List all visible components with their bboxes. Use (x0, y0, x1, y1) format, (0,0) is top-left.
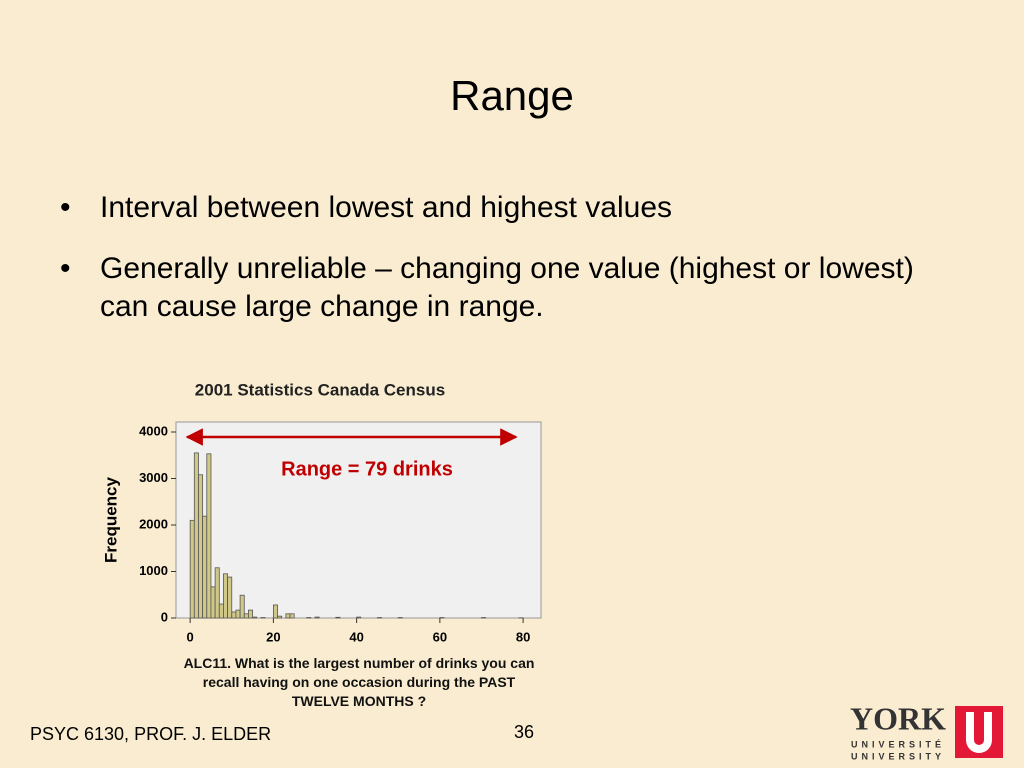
logo-line: UNIVERSITY (851, 751, 945, 761)
bar (206, 453, 212, 619)
bar (289, 613, 295, 619)
bar (335, 616, 341, 619)
page-number: 36 (514, 722, 535, 742)
bullet: Generally unreliable – changing one valu… (60, 250, 930, 326)
bar (202, 515, 208, 619)
x-axis-label: ALC11. What is the largest number of dri… (183, 655, 535, 709)
bar (193, 452, 199, 619)
y-tick-label: 0 (161, 609, 168, 624)
x-tick-label: 60 (433, 629, 447, 644)
x-tick-label: 40 (349, 629, 363, 644)
y-tick-label: 4000 (139, 423, 168, 438)
bar (223, 573, 229, 619)
bar (243, 613, 249, 619)
x-tick-label: 80 (516, 629, 530, 644)
bar (231, 611, 237, 619)
bar (235, 609, 241, 619)
bar (189, 519, 195, 619)
logo-line: UNIVERSITÉ (851, 739, 945, 749)
bar (277, 615, 283, 619)
y-tick-label: 1000 (139, 563, 168, 578)
y-tick-label: 3000 (139, 470, 168, 485)
footer: PSYC 6130, PROF. J. ELDER (30, 724, 272, 744)
bar (285, 613, 291, 619)
x-tick-label: 20 (266, 629, 280, 644)
bar (239, 594, 245, 619)
bar (252, 616, 258, 619)
annotation: Range = 79 drinks (281, 458, 453, 480)
bar (356, 616, 362, 619)
bar (214, 567, 220, 619)
y-tick-label: 2000 (139, 516, 168, 531)
bullet: Interval between lowest and highest valu… (60, 189, 930, 227)
chart-title: 2001 Statistics Canada Census (195, 380, 445, 399)
bar (272, 604, 278, 619)
logo-name: YORK (850, 700, 946, 736)
y-axis-label: Frequency (101, 476, 120, 563)
bar (198, 474, 204, 619)
slide-title: Range (450, 72, 574, 119)
bar (218, 603, 224, 619)
plot-area (175, 421, 542, 619)
bar (248, 609, 253, 619)
bar (314, 616, 320, 619)
x-tick-label: 0 (187, 629, 194, 644)
bar (227, 576, 233, 619)
logo: YORK UNIVERSITÉ UNIVERSITY (850, 700, 1003, 761)
logo-u (966, 712, 992, 753)
bar (210, 586, 216, 619)
